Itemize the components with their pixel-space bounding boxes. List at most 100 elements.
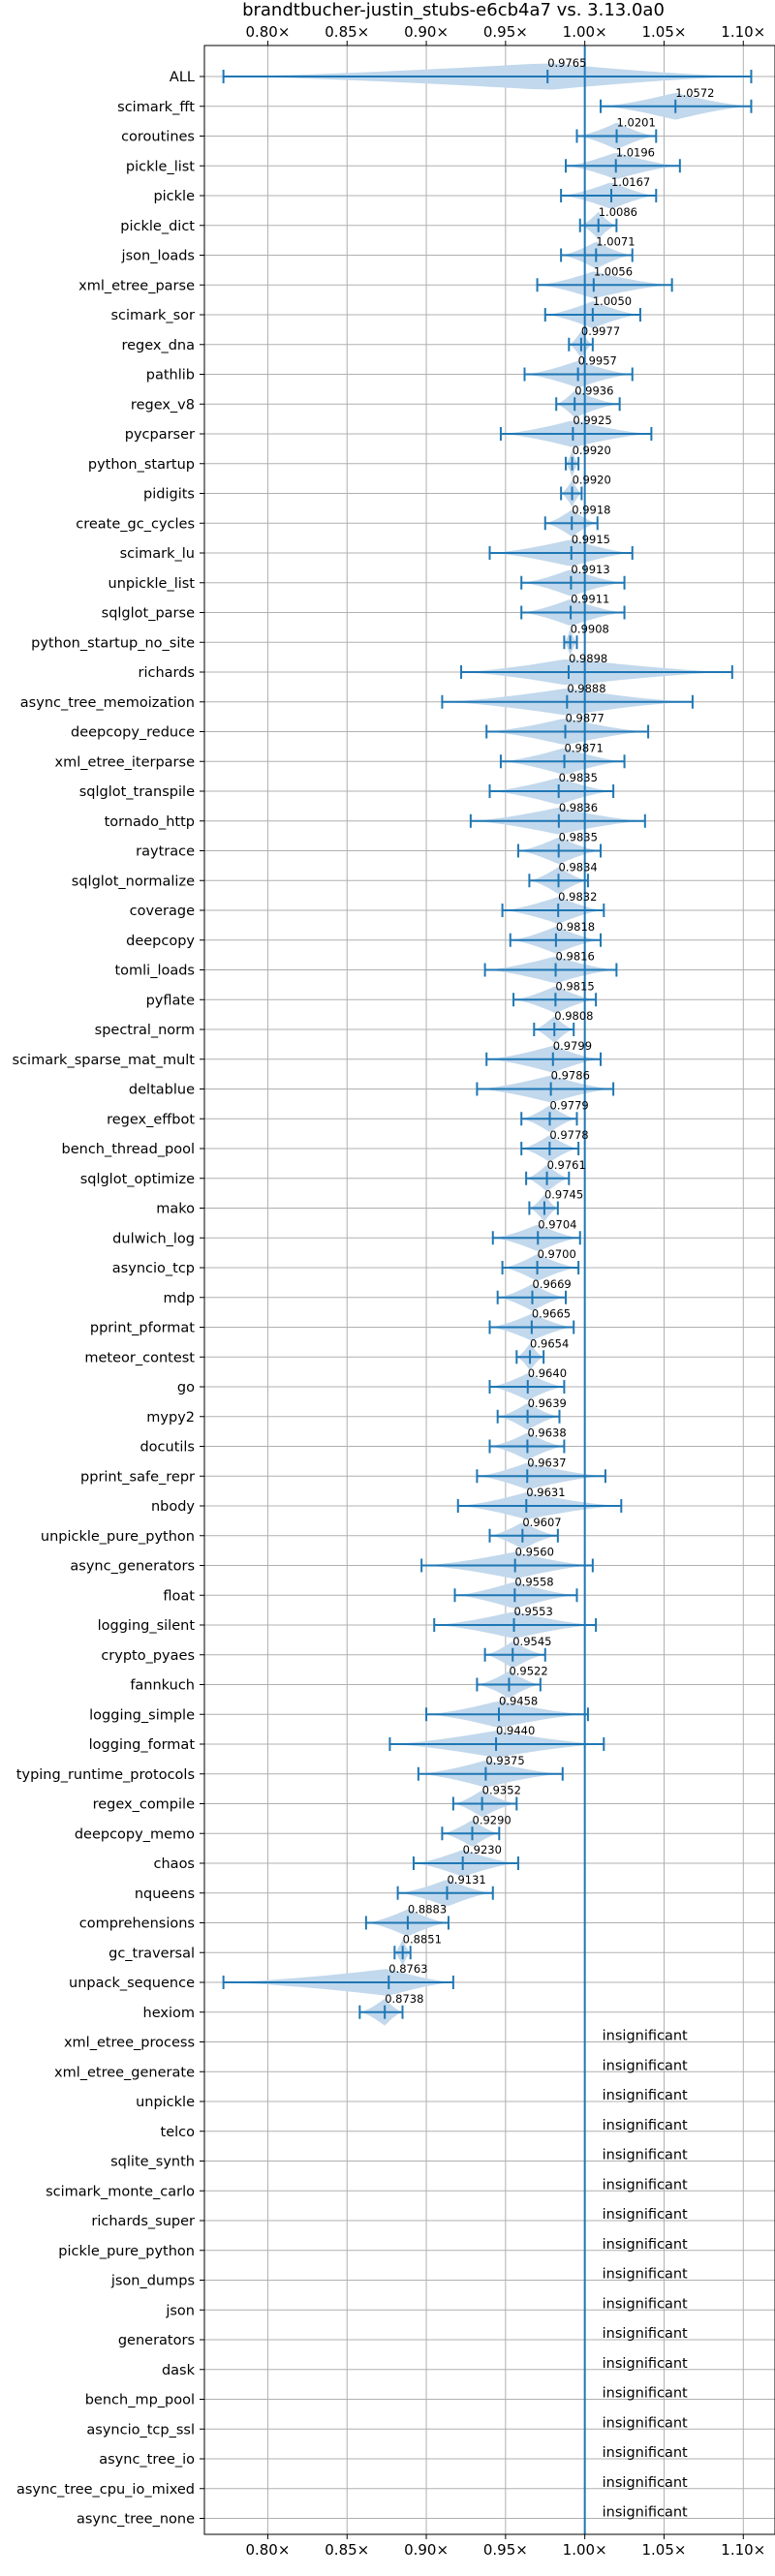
value-label: 0.9700 xyxy=(538,1247,576,1261)
value-label: 0.9440 xyxy=(496,1724,535,1737)
value-label: 1.0572 xyxy=(675,86,714,100)
benchmark-label: async_tree_io xyxy=(99,2452,195,2468)
benchmark-label: regex_compile xyxy=(93,1797,195,1813)
benchmark-label: scimark_sparse_mat_mult xyxy=(13,1053,196,1068)
benchmark-label: gc_traversal xyxy=(108,1946,195,1961)
x-tick-label-bottom: 1.05× xyxy=(641,2541,686,2559)
value-label: 0.9375 xyxy=(485,1754,524,1767)
value-label: 0.9631 xyxy=(526,1486,565,1499)
x-tick-label-top: 1.00× xyxy=(563,23,607,41)
benchmark-label: regex_v8 xyxy=(131,397,195,413)
insignificant-label: insignificant xyxy=(603,2029,688,2044)
benchmark-label: pidigits xyxy=(143,487,195,503)
value-label: 0.9640 xyxy=(528,1366,567,1380)
chart-title: brandtbucher-justin_stubs-e6cb4a7 vs. 3.… xyxy=(242,0,665,20)
value-label: 0.9352 xyxy=(482,1784,521,1797)
benchmark-label: async_tree_none xyxy=(77,2512,195,2528)
value-label: 0.9898 xyxy=(569,652,607,665)
value-label: 0.9832 xyxy=(558,890,597,904)
value-label: 0.9920 xyxy=(573,474,611,487)
x-tick-label-bottom: 1.10× xyxy=(721,2541,765,2559)
value-label: 0.9799 xyxy=(553,1039,592,1053)
value-label: 0.9553 xyxy=(514,1605,553,1618)
benchmark-label: bench_mp_pool xyxy=(85,2393,195,2408)
benchmark-label: fannkuch xyxy=(130,1678,195,1694)
value-label: 0.9778 xyxy=(549,1128,588,1142)
insignificant-label: insignificant xyxy=(603,2177,688,2193)
value-label: 0.9761 xyxy=(547,1158,586,1172)
benchmark-label: ALL xyxy=(170,70,195,85)
benchmark-label: regex_effbot xyxy=(107,1112,195,1127)
value-label: 0.9920 xyxy=(573,444,611,457)
value-label: 0.9558 xyxy=(514,1575,553,1588)
benchmark-label: mypy2 xyxy=(146,1410,195,1426)
insignificant-label: insignificant xyxy=(603,2267,688,2283)
value-label: 0.9818 xyxy=(556,920,595,934)
benchmark-label: nbody xyxy=(151,1499,195,1515)
benchmark-label: comprehensions xyxy=(79,1917,195,1932)
benchmark-label: scimark_sor xyxy=(110,308,195,323)
benchmark-label: json_dumps xyxy=(110,2274,195,2289)
insignificant-label: insignificant xyxy=(603,2505,688,2521)
value-label: 0.9911 xyxy=(571,593,609,606)
x-tick-label-bottom: 1.00× xyxy=(563,2541,607,2559)
benchmark-label: scimark_lu xyxy=(120,546,195,562)
plot-frame xyxy=(203,45,775,2535)
benchmark-label: json_loads xyxy=(121,249,195,264)
benchmark-label: logging_simple xyxy=(89,1707,195,1723)
benchmark-label: scimark_monte_carlo xyxy=(46,2184,195,2199)
benchmark-label: crypto_pyaes xyxy=(101,1648,195,1664)
benchmark-label: meteor_contest xyxy=(84,1350,195,1365)
benchmark-label: regex_dna xyxy=(121,338,195,353)
value-label: 0.8738 xyxy=(385,1992,423,2006)
benchmark-label: sqlite_synth xyxy=(110,2155,195,2170)
benchmark-label: pprint_safe_repr xyxy=(80,1469,195,1485)
benchmark-label: nqueens xyxy=(135,1886,195,1902)
benchmark-label: sqlglot_transpile xyxy=(79,784,195,800)
x-tick-label-top: 0.90× xyxy=(404,23,449,41)
insignificant-label: insignificant xyxy=(603,2326,688,2342)
value-label: 1.0071 xyxy=(596,235,635,249)
value-label: 0.9669 xyxy=(533,1277,572,1291)
value-label: 0.9908 xyxy=(571,622,609,635)
benchmark-label: pickle_list xyxy=(126,159,195,174)
insignificant-label: insignificant xyxy=(603,2296,688,2312)
value-label: 0.9877 xyxy=(566,712,604,725)
value-label: 0.9745 xyxy=(544,1188,583,1202)
value-label: 1.0086 xyxy=(599,205,637,219)
benchmark-label: mako xyxy=(156,1202,195,1217)
benchmark-label: float xyxy=(163,1588,195,1604)
benchmark-label: sqlglot_normalize xyxy=(72,874,195,889)
benchmark-label: mdp xyxy=(163,1291,195,1306)
value-label: 1.0050 xyxy=(593,294,632,308)
benchmark-label: async_tree_cpu_io_mixed xyxy=(16,2482,195,2498)
x-tick-label-top: 0.95× xyxy=(483,23,528,41)
x-tick-label-top: 1.05× xyxy=(641,23,686,41)
benchmark-label: json xyxy=(165,2303,195,2318)
value-label: 0.9131 xyxy=(447,1873,485,1886)
grid-layer xyxy=(200,41,775,2539)
value-label: 0.9925 xyxy=(573,414,611,427)
value-label: 0.9816 xyxy=(556,950,595,964)
benchmark-label: xml_etree_parse xyxy=(78,278,195,293)
benchmark-label: deepcopy xyxy=(126,934,195,949)
value-label: 0.9913 xyxy=(571,563,609,576)
insignificant-label: insignificant xyxy=(603,2118,688,2133)
benchmark-label: sqlglot_parse xyxy=(102,606,195,622)
benchmark-label: dulwich_log xyxy=(112,1231,195,1246)
benchmark-label: unpickle xyxy=(136,2095,195,2110)
benchmark-label: xml_etree_generate xyxy=(54,2065,195,2080)
benchmark-label: tomli_loads xyxy=(114,964,195,979)
x-tick-label-bottom: 0.80× xyxy=(245,2541,290,2559)
value-label: 0.9290 xyxy=(473,1813,512,1826)
benchmark-label: generators xyxy=(118,2333,195,2348)
benchmark-label: unpack_sequence xyxy=(69,1976,195,1991)
benchmark-label: bench_thread_pool xyxy=(62,1142,195,1157)
value-label: 0.9915 xyxy=(572,533,610,546)
benchmark-label: pickle_dict xyxy=(120,219,195,234)
benchmark-label: docutils xyxy=(140,1440,195,1456)
benchmark-label: pyflate xyxy=(146,993,195,1008)
violin-layer xyxy=(223,63,752,2026)
insignificant-label: insignificant xyxy=(603,2445,688,2461)
